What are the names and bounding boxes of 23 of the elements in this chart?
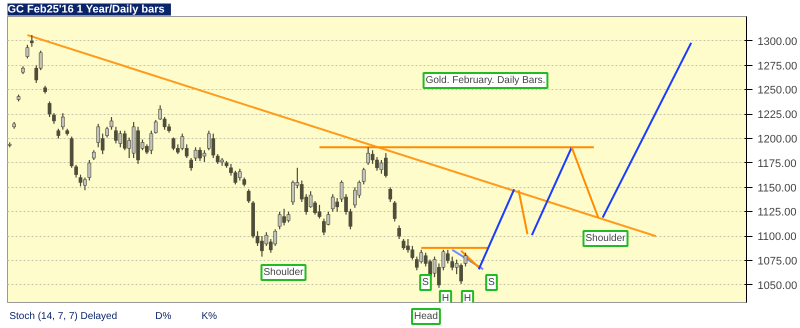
y-tick-label: 1225.00	[758, 109, 798, 122]
y-tick-label: 1050.00	[758, 280, 798, 292]
annotation: S	[488, 277, 496, 288]
y-tick-label: 1250.00	[758, 84, 798, 97]
y-tick-label: 1300.00	[758, 36, 798, 48]
y-tick-label: 1125.00	[758, 206, 796, 219]
text: Gold. February. Daily Bars.	[426, 75, 546, 86]
annotation: Shoulder	[585, 233, 626, 244]
text: D%	[155, 311, 172, 322]
y-tick-label: 1175.00	[758, 158, 796, 170]
text: Head	[414, 311, 438, 322]
y-tick-label: 1075.00	[758, 256, 798, 268]
annotation: H	[464, 293, 472, 304]
y-tick-label: 1200.00	[758, 134, 798, 146]
text: Stoch (14, 7, 7) Delayed	[9, 311, 118, 322]
text: K%	[201, 311, 218, 322]
annotation: Shoulder	[263, 267, 304, 278]
annotation: S	[422, 277, 430, 288]
y-tick-label: 1100.00	[758, 231, 796, 244]
y-tick-label: 1275.00	[758, 60, 798, 72]
annotation: H	[442, 293, 450, 304]
y-tick-label: 1150.00	[758, 182, 796, 194]
chart-title: GC Feb25'16 1 Year/Daily bars	[8, 4, 165, 16]
